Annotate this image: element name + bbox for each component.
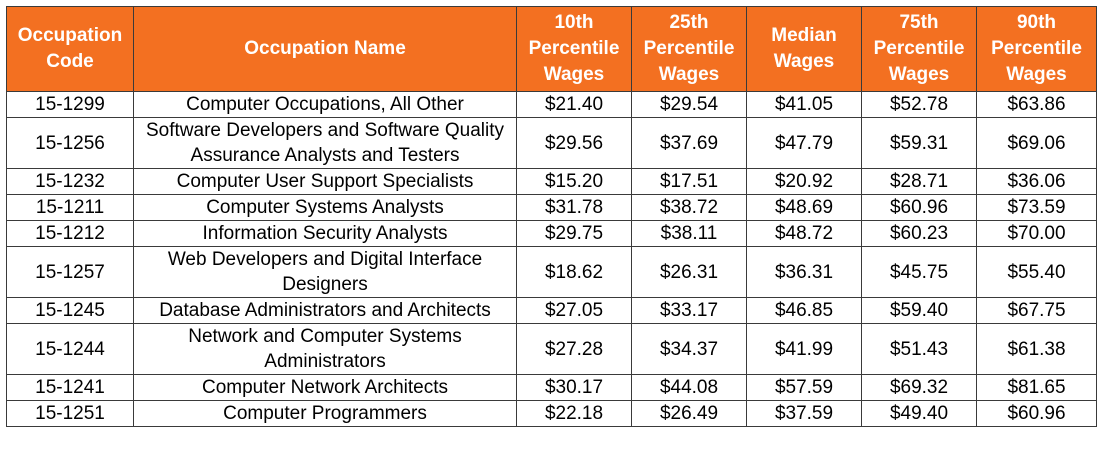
cell-p10: $31.78: [516, 194, 632, 221]
table-row: 15-1245 Database Administrators and Arch…: [6, 297, 1097, 324]
cell-code: 15-1257: [6, 246, 134, 298]
cell-p75: $45.75: [861, 246, 977, 298]
cell-code: 15-1256: [6, 117, 134, 169]
cell-p75: $69.32: [861, 374, 977, 401]
table-header-row: Occupation Code Occupation Name 10th Per…: [6, 6, 1097, 92]
cell-p90: $63.86: [976, 91, 1097, 118]
cell-name: Database Administrators and Architects: [133, 297, 517, 324]
cell-median: $41.05: [746, 91, 862, 118]
cell-p10: $27.05: [516, 297, 632, 324]
cell-p10: $30.17: [516, 374, 632, 401]
cell-code: 15-1232: [6, 168, 134, 195]
table-row: 15-1244 Network and Computer Systems Adm…: [6, 323, 1097, 375]
cell-p25: $38.11: [631, 220, 747, 247]
wages-table: Occupation Code Occupation Name 10th Per…: [6, 6, 1097, 427]
header-10th-percentile: 10th Percentile Wages: [516, 6, 632, 92]
cell-median: $36.31: [746, 246, 862, 298]
cell-code: 15-1251: [6, 400, 134, 427]
cell-p90: $55.40: [976, 246, 1097, 298]
cell-code: 15-1241: [6, 374, 134, 401]
cell-p25: $34.37: [631, 323, 747, 375]
table-row: 15-1256 Software Developers and Software…: [6, 117, 1097, 169]
cell-p25: $17.51: [631, 168, 747, 195]
cell-p75: $60.23: [861, 220, 977, 247]
cell-name: Web Developers and Digital Interface Des…: [133, 246, 517, 298]
table-row: 15-1241 Computer Network Architects $30.…: [6, 374, 1097, 401]
cell-p75: $60.96: [861, 194, 977, 221]
cell-median: $37.59: [746, 400, 862, 427]
cell-code: 15-1244: [6, 323, 134, 375]
table-row: 15-1251 Computer Programmers $22.18 $26.…: [6, 400, 1097, 427]
cell-p10: $29.56: [516, 117, 632, 169]
cell-p90: $73.59: [976, 194, 1097, 221]
cell-p90: $60.96: [976, 400, 1097, 427]
cell-median: $47.79: [746, 117, 862, 169]
cell-p10: $18.62: [516, 246, 632, 298]
header-occupation-code: Occupation Code: [6, 6, 134, 92]
cell-p90: $36.06: [976, 168, 1097, 195]
header-median: Median Wages: [746, 6, 862, 92]
cell-p75: $49.40: [861, 400, 977, 427]
cell-name: Computer Network Architects: [133, 374, 517, 401]
table-row: 15-1299 Computer Occupations, All Other …: [6, 91, 1097, 118]
cell-p25: $33.17: [631, 297, 747, 324]
cell-name: Computer Systems Analysts: [133, 194, 517, 221]
cell-name: Network and Computer Systems Administrat…: [133, 323, 517, 375]
cell-name: Software Developers and Software Quality…: [133, 117, 517, 169]
header-25th-percentile: 25th Percentile Wages: [631, 6, 747, 92]
cell-code: 15-1245: [6, 297, 134, 324]
cell-median: $46.85: [746, 297, 862, 324]
cell-p90: $70.00: [976, 220, 1097, 247]
cell-name: Computer Programmers: [133, 400, 517, 427]
cell-p25: $37.69: [631, 117, 747, 169]
cell-name: Computer User Support Specialists: [133, 168, 517, 195]
cell-p75: $52.78: [861, 91, 977, 118]
cell-p10: $22.18: [516, 400, 632, 427]
table-row: 15-1232 Computer User Support Specialist…: [6, 168, 1097, 195]
cell-p25: $26.49: [631, 400, 747, 427]
cell-code: 15-1211: [6, 194, 134, 221]
cell-p25: $26.31: [631, 246, 747, 298]
cell-p25: $38.72: [631, 194, 747, 221]
cell-p10: $29.75: [516, 220, 632, 247]
cell-p90: $67.75: [976, 297, 1097, 324]
cell-name: Computer Occupations, All Other: [133, 91, 517, 118]
cell-p90: $81.65: [976, 374, 1097, 401]
cell-code: 15-1212: [6, 220, 134, 247]
cell-p25: $44.08: [631, 374, 747, 401]
cell-p90: $61.38: [976, 323, 1097, 375]
header-occupation-name: Occupation Name: [133, 6, 517, 92]
cell-median: $48.69: [746, 194, 862, 221]
cell-median: $57.59: [746, 374, 862, 401]
cell-p75: $59.31: [861, 117, 977, 169]
cell-p10: $15.20: [516, 168, 632, 195]
cell-p25: $29.54: [631, 91, 747, 118]
cell-median: $48.72: [746, 220, 862, 247]
header-75th-percentile: 75th Percentile Wages: [861, 6, 977, 92]
table-row: 15-1257 Web Developers and Digital Inter…: [6, 246, 1097, 298]
cell-p10: $27.28: [516, 323, 632, 375]
cell-median: $41.99: [746, 323, 862, 375]
cell-median: $20.92: [746, 168, 862, 195]
header-90th-percentile: 90th Percentile Wages: [976, 6, 1097, 92]
cell-p75: $51.43: [861, 323, 977, 375]
cell-p10: $21.40: [516, 91, 632, 118]
cell-p90: $69.06: [976, 117, 1097, 169]
cell-p75: $28.71: [861, 168, 977, 195]
table-row: 15-1212 Information Security Analysts $2…: [6, 220, 1097, 247]
table-row: 15-1211 Computer Systems Analysts $31.78…: [6, 194, 1097, 221]
cell-code: 15-1299: [6, 91, 134, 118]
cell-name: Information Security Analysts: [133, 220, 517, 247]
cell-p75: $59.40: [861, 297, 977, 324]
